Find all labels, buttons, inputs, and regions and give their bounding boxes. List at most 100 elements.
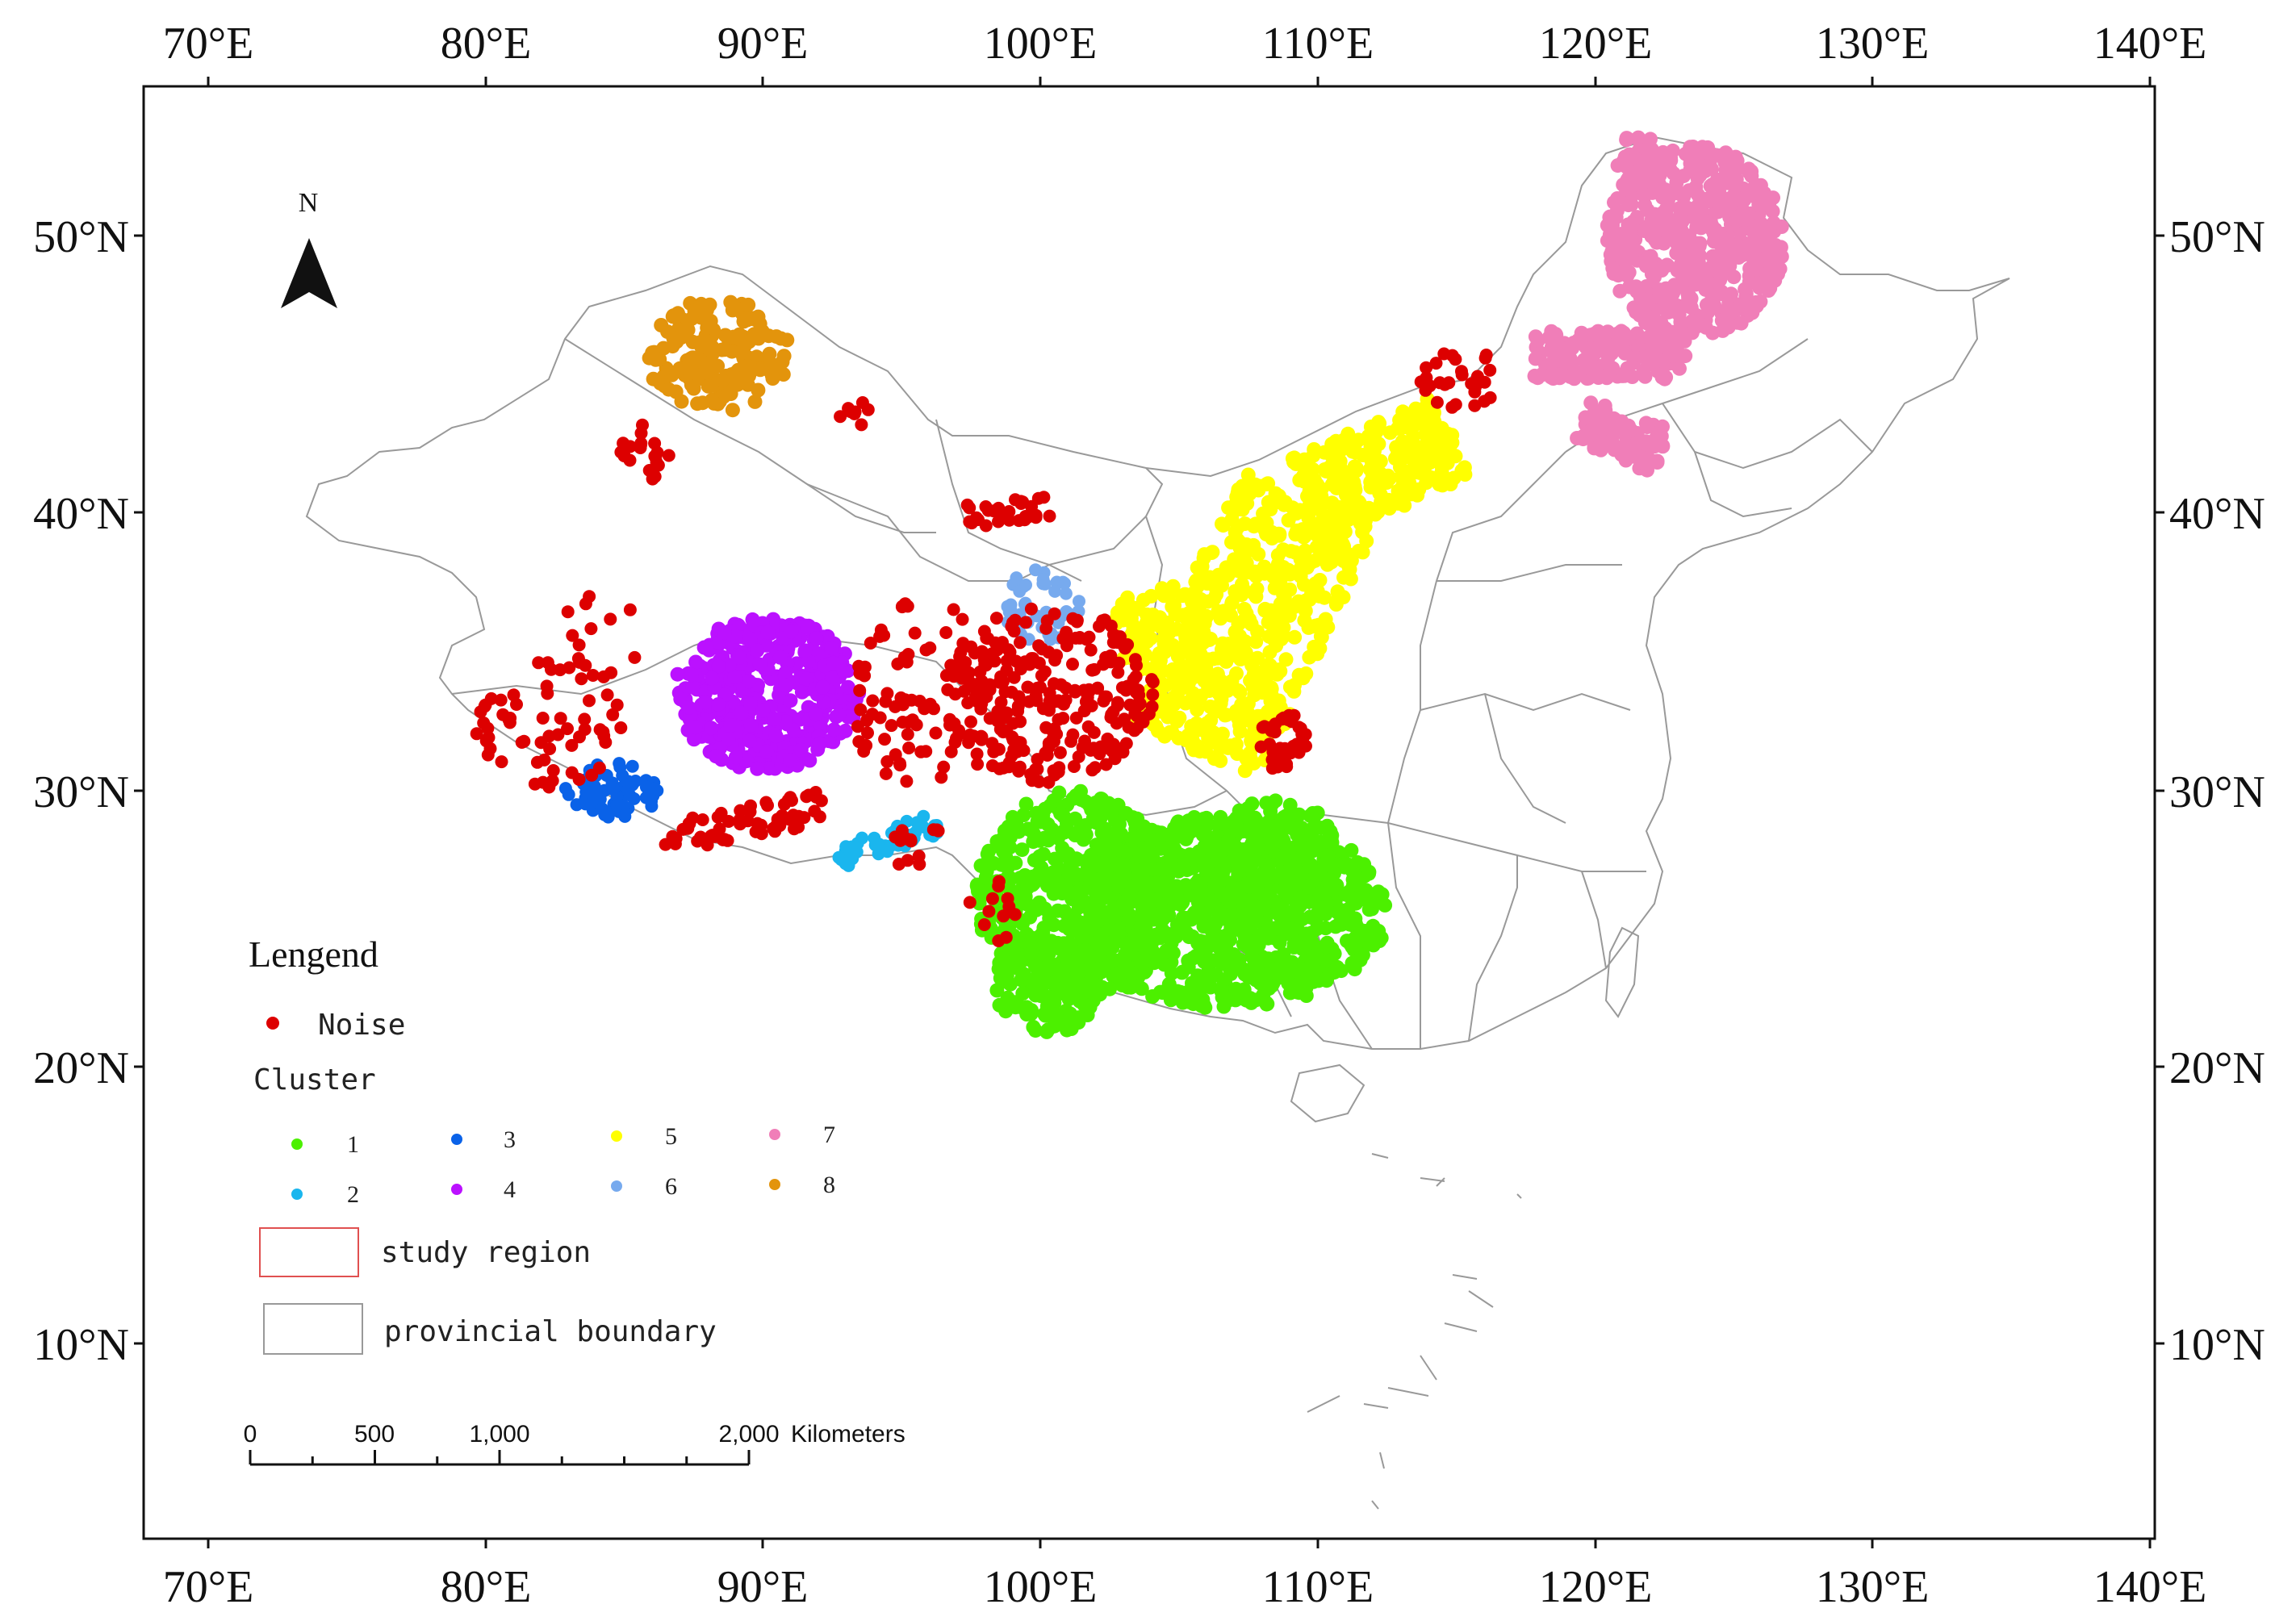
cluster-4-point (778, 665, 793, 680)
cluster-5-point (1363, 479, 1378, 495)
noise-point (573, 655, 587, 669)
cluster-1-point (1238, 917, 1253, 933)
cluster-1-point (1136, 931, 1152, 946)
cluster-7-point (1735, 246, 1750, 261)
inner-boundary (1484, 693, 1566, 824)
cluster-5-point (1165, 662, 1181, 677)
cluster-7-point (1746, 182, 1762, 198)
cluster-6-point (1073, 595, 1085, 608)
cluster-5-point (1426, 453, 1441, 468)
noise-point (853, 683, 867, 697)
south-sea-islands (1307, 1153, 1522, 1510)
noise-point (885, 719, 898, 733)
cluster-4-point (728, 750, 743, 765)
north-arrow-icon (281, 238, 337, 308)
noise-point (1017, 744, 1031, 758)
cluster-1-point (1284, 821, 1299, 836)
cluster-1-point (1259, 995, 1274, 1010)
cluster-1-point (1261, 930, 1276, 946)
noise-point (494, 693, 508, 707)
cluster-1-point (1173, 897, 1188, 913)
scale-label-500: 500 (354, 1421, 395, 1448)
cluster-1-point (1282, 882, 1298, 897)
scale-unit: Kilometers (791, 1421, 905, 1448)
noise-point (1101, 735, 1115, 749)
cluster-5-point (1366, 444, 1382, 459)
cluster-5-point (1319, 462, 1335, 476)
cluster-4-point (759, 744, 775, 759)
noise-point (705, 829, 717, 843)
cluster-5-point (1224, 674, 1240, 689)
cluster-5-point (1239, 537, 1254, 552)
cluster-1-point (1155, 862, 1170, 876)
cluster-7-point (1670, 186, 1685, 201)
cluster-1-point (1043, 1007, 1058, 1022)
noise-point (1040, 614, 1054, 628)
cluster-5-point (1424, 424, 1439, 438)
cluster-1-point (1023, 946, 1039, 961)
noise-point (1294, 721, 1307, 735)
cluster-1-point (1345, 858, 1361, 873)
cluster-7-point (1687, 317, 1702, 332)
cluster-5-point (1215, 636, 1231, 651)
noise-point (896, 600, 909, 613)
cluster-5-point (1227, 584, 1243, 599)
cluster-5-point (1407, 452, 1422, 467)
cluster-8-point (717, 342, 732, 357)
legend-boundary-label: provincial boundary (384, 1315, 717, 1348)
cluster-5-point (1261, 615, 1276, 630)
cluster-7-point (1622, 279, 1637, 295)
noise-point (866, 694, 880, 708)
cluster-5-point (1395, 478, 1411, 493)
cluster-7-point (1763, 281, 1778, 296)
cluster-1-point (1232, 849, 1248, 864)
cluster-4-point (717, 625, 732, 641)
cluster-1-point (1078, 867, 1094, 883)
cluster-1-point (1276, 809, 1291, 825)
noise-point (939, 626, 953, 639)
cluster-4-point (750, 643, 765, 658)
cluster-3-point (645, 800, 659, 813)
cluster-5-point (1127, 600, 1142, 616)
cluster-7-point (1738, 282, 1753, 297)
cluster-4-point (705, 671, 720, 686)
noise-point (755, 827, 768, 841)
cluster-3-point (607, 782, 621, 796)
noise-point (971, 758, 985, 771)
noise-point (666, 835, 680, 849)
cluster-7-point (1609, 203, 1625, 219)
cluster-1-point (1029, 805, 1044, 821)
cluster-5-point (1336, 570, 1351, 585)
noise-point (1483, 391, 1497, 404)
cluster-1-point (1025, 877, 1040, 892)
cluster-7-point (1649, 235, 1664, 250)
cluster-1-point (1186, 996, 1201, 1012)
cluster-1-point (1299, 926, 1314, 942)
noise-point (1254, 740, 1268, 754)
cluster-8-point (726, 299, 741, 314)
cluster-5-point (1235, 478, 1250, 494)
cluster-1-point (1125, 810, 1140, 825)
cluster-7-point (1640, 420, 1655, 434)
cluster-7-point (1544, 339, 1559, 354)
cluster-1-point (1106, 934, 1122, 950)
noise-point (583, 694, 596, 708)
noise-point (979, 658, 993, 672)
cluster-1-point (1093, 842, 1108, 857)
cluster-1-point (1083, 796, 1098, 812)
cluster-5-point (1276, 620, 1291, 635)
cluster-7-point (1642, 165, 1658, 179)
noise-point (880, 755, 894, 768)
cluster-1-point (1275, 850, 1290, 866)
cluster-7-point (1614, 324, 1629, 339)
cluster-1-point (1197, 998, 1211, 1013)
noise-point (541, 687, 554, 700)
cluster-7-point (1658, 214, 1672, 229)
noise-point (784, 791, 797, 804)
cluster-1-point (1136, 819, 1152, 834)
cluster-5-point (1203, 712, 1219, 728)
cluster-8-point (700, 320, 715, 336)
cluster-8-point (780, 332, 795, 348)
legend-cluster-3-swatch (451, 1134, 462, 1145)
cluster-1-point (1165, 833, 1181, 848)
